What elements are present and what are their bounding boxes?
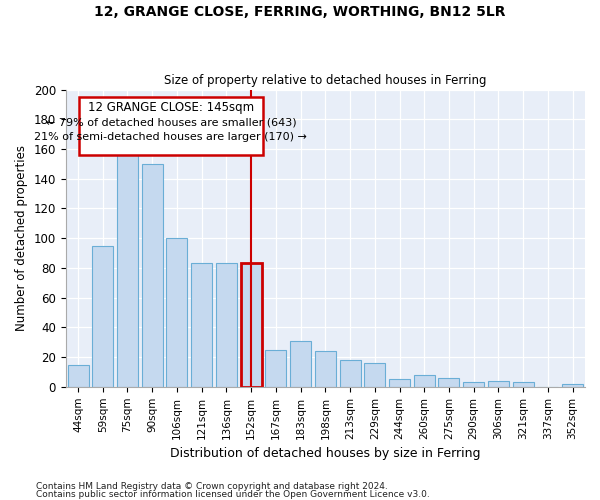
- Bar: [241, 264, 262, 387]
- Text: 12 GRANGE CLOSE: 145sqm: 12 GRANGE CLOSE: 145sqm: [88, 102, 254, 114]
- Title: Size of property relative to detached houses in Ferring: Size of property relative to detached ho…: [164, 74, 487, 87]
- Bar: [439, 378, 460, 387]
- Bar: [463, 382, 484, 387]
- Bar: [389, 380, 410, 387]
- Bar: [68, 364, 89, 387]
- Bar: [512, 382, 533, 387]
- Bar: [191, 264, 212, 387]
- Bar: [364, 363, 385, 387]
- X-axis label: Distribution of detached houses by size in Ferring: Distribution of detached houses by size …: [170, 447, 481, 460]
- Bar: [562, 384, 583, 387]
- Bar: [315, 351, 336, 387]
- FancyBboxPatch shape: [79, 97, 263, 155]
- Bar: [166, 238, 187, 387]
- Bar: [414, 375, 435, 387]
- Text: 21% of semi-detached houses are larger (170) →: 21% of semi-detached houses are larger (…: [34, 132, 307, 142]
- Text: ← 79% of detached houses are smaller (643): ← 79% of detached houses are smaller (64…: [46, 117, 296, 127]
- Bar: [290, 340, 311, 387]
- Text: Contains HM Land Registry data © Crown copyright and database right 2024.: Contains HM Land Registry data © Crown c…: [36, 482, 388, 491]
- Bar: [92, 246, 113, 387]
- Text: 12, GRANGE CLOSE, FERRING, WORTHING, BN12 5LR: 12, GRANGE CLOSE, FERRING, WORTHING, BN1…: [94, 5, 506, 19]
- Bar: [216, 264, 237, 387]
- Bar: [117, 152, 138, 387]
- Bar: [142, 164, 163, 387]
- Y-axis label: Number of detached properties: Number of detached properties: [15, 145, 28, 331]
- Text: Contains public sector information licensed under the Open Government Licence v3: Contains public sector information licen…: [36, 490, 430, 499]
- Bar: [340, 360, 361, 387]
- Bar: [265, 350, 286, 387]
- Bar: [488, 381, 509, 387]
